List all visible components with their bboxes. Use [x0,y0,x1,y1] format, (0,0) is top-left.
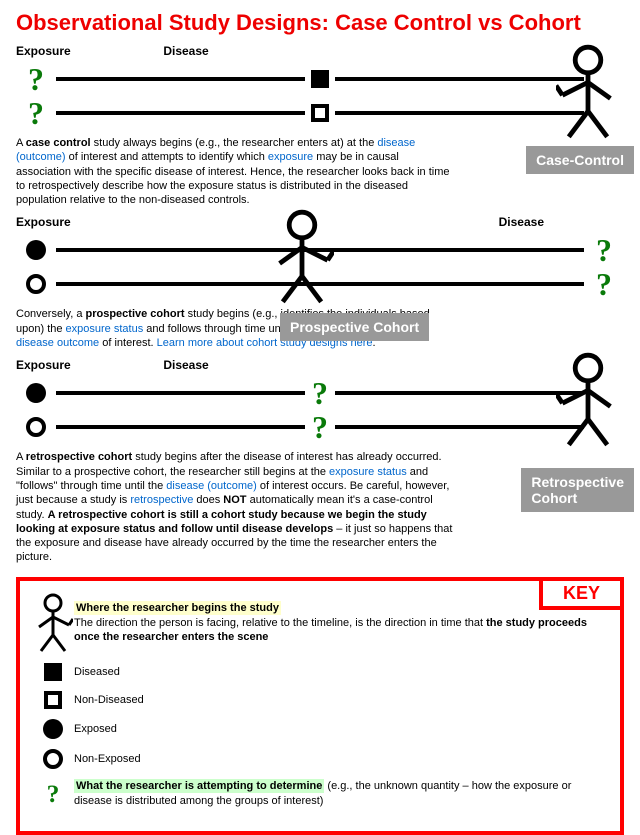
person-icon [270,209,334,305]
square-filled-icon [311,70,329,88]
person-icon [556,44,620,140]
square-filled-icon [44,663,62,681]
timeline-row: ? [16,410,624,444]
key-box: KEY Where the researcher begins the stud… [16,577,624,835]
section-retrospective-cohort: ExposureDisease?? A retrospective cohort … [0,358,640,564]
key-text: Diseased [74,665,608,679]
timeline-line [335,77,584,81]
col-label-disease: Disease [499,215,624,229]
col-label-exposure: Exposure [16,358,96,372]
question-mark-icon: ? [596,232,612,269]
question-mark-icon: ? [596,266,612,303]
dot-filled-icon [26,383,46,403]
key-row: Non-Diseased [32,691,608,709]
dot-filled-icon [43,719,63,739]
timeline-line [335,425,584,429]
timeline-line [335,391,584,395]
square-open-icon [311,104,329,122]
key-row: Non-Exposed [32,749,608,769]
timeline-row: ? [16,96,624,130]
person-icon [556,352,620,448]
timeline-line [56,111,305,115]
dot-open-icon [26,417,46,437]
square-open-icon [44,691,62,709]
section-label-prospective-cohort: Prospective Cohort [280,313,429,341]
question-mark-icon: ? [28,95,44,132]
person-icon [33,593,73,653]
col-label-exposure: Exposure [16,44,96,58]
key-text: Exposed [74,722,608,736]
key-text: Non-Exposed [74,752,608,766]
key-row: Exposed [32,719,608,739]
key-row: Diseased [32,663,608,681]
key-title: KEY [539,577,624,610]
timeline-row: ? [16,376,624,410]
timeline-line [335,111,584,115]
section-case-control: ExposureDisease?? A case control study al… [0,44,640,207]
timeline-row: ? [16,62,624,96]
key-row: Where the researcher begins the studyThe… [32,593,608,653]
column-labels: ExposureDisease [16,44,624,58]
section-description: A retrospective cohort study begins afte… [16,450,454,564]
col-label-mid: Disease [96,44,276,58]
section-label-retrospective-cohort: RetrospectiveCohort [521,468,634,512]
question-mark-icon: ? [47,779,60,809]
section-label-case-control: Case-Control [526,146,634,174]
dot-filled-icon [26,240,46,260]
key-text: Where the researcher begins the studyThe… [74,601,608,644]
key-text: What the researcher is attempting to det… [74,779,608,808]
key-row: ? What the researcher is attempting to de… [32,779,608,809]
question-mark-icon: ? [312,409,328,446]
key-text: Non-Diseased [74,693,608,707]
timeline-line [56,77,305,81]
col-label-mid: Disease [96,358,276,372]
page-title: Observational Study Designs: Case Contro… [0,0,640,44]
timeline-line [56,425,305,429]
timeline-line [56,391,305,395]
column-labels: ExposureDisease [16,358,624,372]
dot-open-icon [43,749,63,769]
question-mark-icon: ? [28,61,44,98]
col-label-exposure: Exposure [16,215,96,229]
section-prospective-cohort: ExposureDisease??Conversely, a prospecti… [0,215,640,350]
section-description: A case control study always begins (e.g.… [16,136,454,207]
dot-open-icon [26,274,46,294]
question-mark-icon: ? [312,375,328,412]
